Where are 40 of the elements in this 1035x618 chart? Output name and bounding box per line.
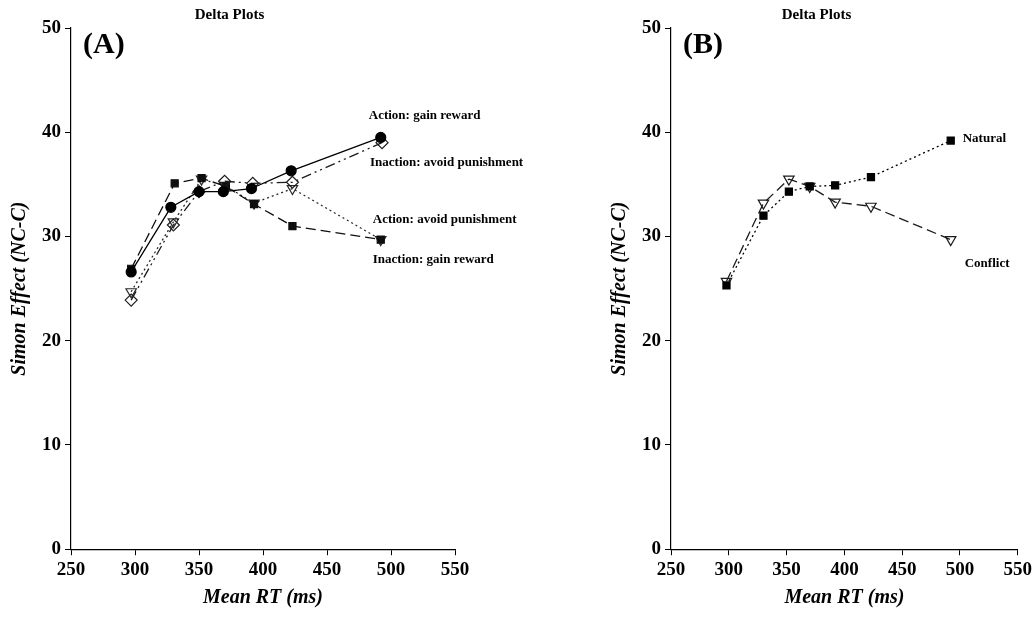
y-tick-label: 50 — [42, 15, 61, 37]
y-tick-label: 30 — [642, 224, 661, 246]
x-tick-label: 350 — [184, 557, 214, 579]
y-tick-label: 20 — [642, 328, 661, 350]
x-tick-label: 550 — [440, 557, 470, 579]
x-tick-label: 550 — [1003, 557, 1032, 579]
y-tick-label: 10 — [42, 432, 61, 454]
y-tick-label: 20 — [42, 328, 61, 350]
y-axis-title: Simon Effect (NC-C) — [7, 201, 31, 376]
x-tick-label: 400 — [830, 557, 859, 579]
x-tick-label: 350 — [772, 557, 801, 579]
series-label: Natural — [962, 129, 1007, 145]
x-tick-label: 250 — [656, 557, 686, 579]
y-tick-label: 40 — [642, 120, 661, 142]
x-tick-label: 300 — [120, 557, 150, 579]
series-label: Conflict — [964, 254, 1011, 270]
x-axis-title: Mean RT (ms) — [202, 585, 323, 609]
x-tick-label: 500 — [945, 557, 975, 579]
x-tick-label: 500 — [376, 557, 406, 579]
y-tick-label: 0 — [51, 537, 61, 559]
x-tick-label: 450 — [312, 557, 342, 579]
y-tick-label: 50 — [642, 15, 661, 37]
chart-title: Delta Plots — [781, 5, 852, 22]
annotation: (B) — [683, 25, 723, 60]
series-label: Inaction: avoid punishment — [370, 154, 524, 170]
y-tick-label: 0 — [651, 537, 661, 559]
series-label: Action: gain reward — [368, 106, 482, 122]
x-axis-title: Mean RT (ms) — [783, 585, 905, 609]
y-tick-label: 40 — [42, 120, 61, 142]
x-tick-label: 250 — [56, 557, 86, 579]
series-label: Inaction: gain reward — [372, 250, 495, 266]
y-tick-label: 10 — [642, 432, 661, 454]
x-tick-label: 450 — [887, 557, 917, 579]
x-tick-label: 400 — [248, 557, 278, 579]
x-tick-label: 300 — [714, 557, 744, 579]
chart-title: Delta Plots — [194, 5, 265, 22]
y-axis-title: Simon Effect (NC-C) — [607, 201, 631, 376]
series-label: Action: avoid punishment — [372, 210, 518, 226]
y-tick-label: 30 — [42, 224, 61, 246]
annotation: (A) — [83, 25, 125, 60]
